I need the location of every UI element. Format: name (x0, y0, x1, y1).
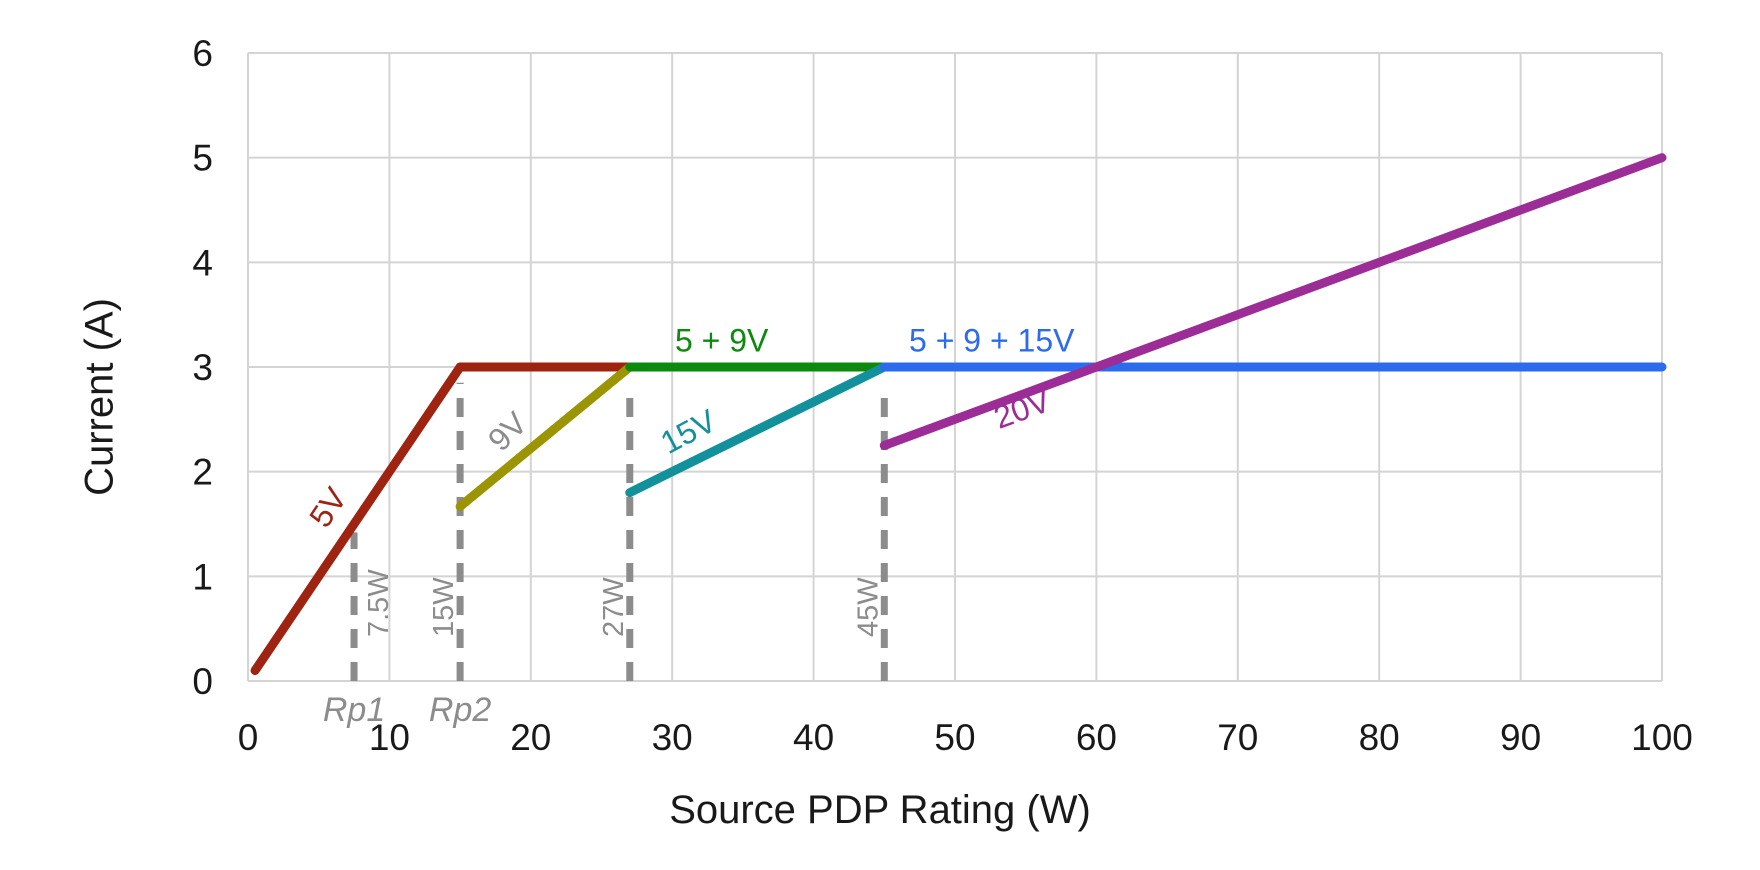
y-tick-label: 4 (192, 242, 213, 283)
series-line-15V (625, 362, 889, 498)
series-line-5V (250, 362, 635, 676)
y-tick-label: 5 (192, 138, 213, 179)
x-tick-label: 90 (1500, 717, 1541, 758)
series-line-9V (455, 362, 635, 512)
x-tick-label: 60 (1076, 717, 1117, 758)
y-tick-label: 3 (192, 347, 213, 388)
reference-line-label: 7.5W (363, 569, 395, 637)
x-axis-title: Source PDP Rating (W) (669, 788, 1091, 832)
x-tick-label: 20 (510, 717, 551, 758)
x-tick-label: 40 (793, 717, 834, 758)
reference-line-label: 27W (598, 577, 630, 637)
x-tick-label: 30 (652, 717, 693, 758)
series-label-5 + 9 + 15V: 5 + 9 + 15V (909, 322, 1075, 358)
y-tick-label: 6 (192, 33, 213, 74)
series-line-20V (879, 153, 1667, 450)
x-tick-label: 50 (934, 717, 975, 758)
x-tick-label: 70 (1217, 717, 1258, 758)
y-tick-label: 0 (192, 661, 213, 702)
y-axis-title: Current (A) (77, 298, 122, 496)
x-tick-label: 0 (238, 717, 259, 758)
series-label-5 + 9V: 5 + 9V (675, 322, 769, 358)
x-axis-annotation-Rp1: Rp1 (323, 691, 385, 729)
y-tick-label: 2 (192, 452, 213, 493)
reference-line-label: 15W (428, 577, 460, 637)
series-label-5V: 5V (302, 481, 354, 534)
x-tick-label: 100 (1631, 717, 1693, 758)
y-tick-label: 1 (192, 556, 213, 597)
x-tick-label: 10 (369, 717, 410, 758)
reference-line-label: 45W (852, 577, 884, 637)
x-tick-label: 80 (1359, 717, 1400, 758)
x-axis-annotation-Rp2: Rp2 (429, 691, 491, 729)
